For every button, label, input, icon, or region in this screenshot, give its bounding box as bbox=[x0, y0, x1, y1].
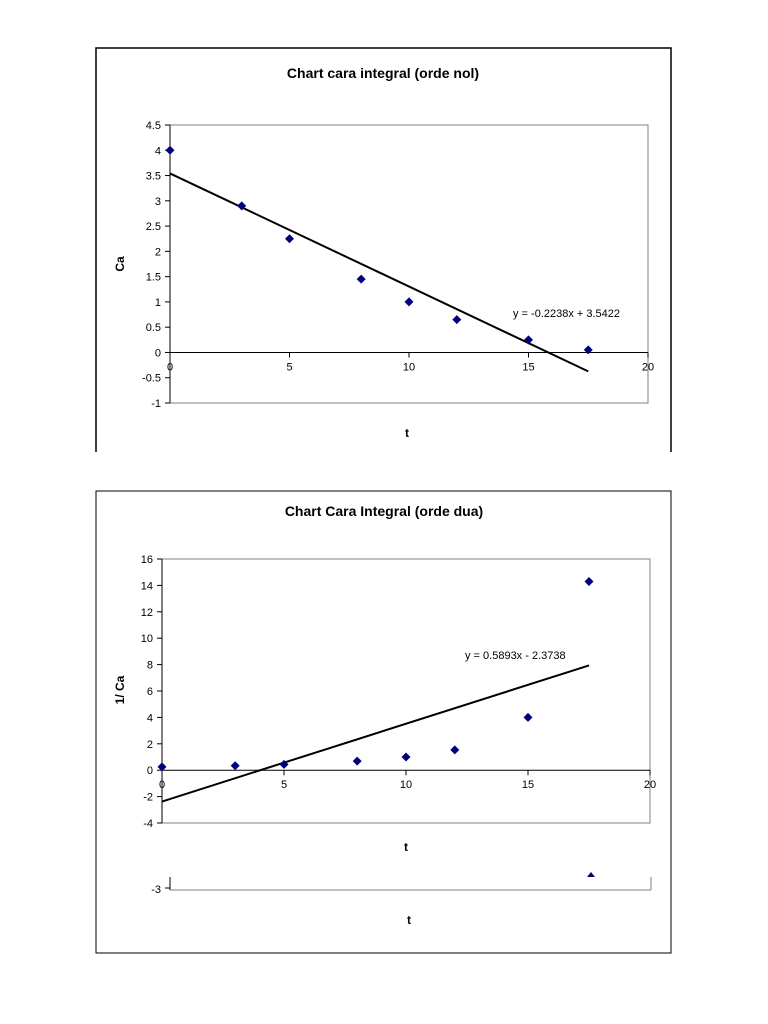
chart-2-points bbox=[157, 576, 594, 772]
chart-1-ytick-label: -1 bbox=[151, 398, 161, 410]
chart-1-ytick-label: 4.5 bbox=[146, 120, 161, 132]
chart-2-ytick-label: 0 bbox=[147, 765, 153, 777]
chart-1-xtick-label: 15 bbox=[522, 361, 534, 373]
chart-1-ytick-label: 2 bbox=[155, 246, 161, 258]
fragment-ytick-label: -3 bbox=[151, 884, 161, 896]
chart-1-xtick-label: 10 bbox=[403, 361, 415, 373]
chart-2-xtick-label: 15 bbox=[522, 779, 534, 791]
chart-1-data-point bbox=[285, 234, 294, 244]
chart-2-data-point bbox=[230, 761, 240, 771]
chart-2: Chart Cara Integral (orde dua) -4 -2 0 2 4 6 8… bbox=[95, 490, 672, 954]
chart-2-ytick-label: 10 bbox=[141, 633, 153, 645]
chart-1-ytick-label: 3 bbox=[155, 196, 161, 208]
chart-1-ylabel: Ca bbox=[113, 256, 127, 272]
chart-2-ytick-label: -4 bbox=[143, 818, 153, 830]
chart-1-data-point bbox=[237, 201, 247, 211]
chart-1-xtick-label: 20 bbox=[642, 361, 654, 373]
chart-2-xtick-label: 5 bbox=[281, 779, 287, 791]
chart-2-xtick-label: 0 bbox=[159, 779, 165, 791]
chart-1-data-point bbox=[404, 297, 414, 307]
chart-1-xlabel: t bbox=[405, 426, 409, 440]
chart-1-ytick-label: 3.5 bbox=[146, 171, 161, 183]
chart-1-xtick-label: 5 bbox=[286, 361, 292, 373]
chart-1-xtick-label: 0 bbox=[167, 361, 173, 373]
chart-2-xlabel: t bbox=[404, 840, 408, 854]
chart-2-frame bbox=[95, 490, 672, 954]
chart-1-points bbox=[165, 145, 593, 355]
chart-2-equation: y = 0.5893x - 2.3738 bbox=[465, 650, 566, 662]
chart-2-data-point bbox=[523, 712, 533, 722]
chart-1-ticks: -1 -0.5 0 0.5 1 1.5 2 2.5 3 3.5 4 4.5 0 5 10 15 20 bbox=[142, 120, 654, 410]
chart-1-ytick-label: 1.5 bbox=[146, 272, 161, 284]
chart-2-trendline bbox=[161, 664, 590, 803]
chart-2-ytick-label: 2 bbox=[147, 739, 153, 751]
chart-1: Chart cara integral (orde nol) -1 -0.5 0 0.… bbox=[95, 47, 672, 452]
chart-2-ytick-label: 16 bbox=[141, 554, 153, 566]
chart-1-equation: y = -0.2238x + 3.5422 bbox=[513, 308, 620, 320]
chart-2-data-point bbox=[450, 745, 460, 755]
chart-fragment: -3 t bbox=[151, 872, 652, 927]
chart-2-data-point bbox=[584, 576, 594, 586]
chart-2-data-point bbox=[279, 759, 289, 769]
chart-2-ticks: -4 -2 0 2 4 6 8 10 12 14 16 0 5 10 15 20 bbox=[141, 554, 656, 830]
chart-1-frame bbox=[95, 47, 672, 452]
chart-1-ytick-label: 2.5 bbox=[146, 221, 161, 233]
fragment-xlabel: t bbox=[407, 913, 411, 927]
chart-2-ytick-label: 12 bbox=[141, 607, 153, 619]
chart-2-ytick-label: 8 bbox=[147, 660, 153, 672]
chart-1-data-point bbox=[356, 274, 366, 284]
chart-2-data-point bbox=[157, 762, 167, 772]
chart-2-xtick-label: 20 bbox=[644, 779, 656, 791]
chart-2-ytick-label: -2 bbox=[143, 792, 153, 804]
chart-1-ytick-label: -0.5 bbox=[142, 373, 161, 385]
chart-2-data-point bbox=[401, 752, 411, 762]
chart-1-ytick-label: 4 bbox=[155, 145, 161, 157]
fragment-point-marker bbox=[587, 872, 595, 877]
chart-1-title: Chart cara integral (orde nol) bbox=[287, 65, 479, 81]
chart-1-ytick-label: 1 bbox=[155, 297, 161, 309]
chart-1-data-point bbox=[165, 145, 175, 155]
chart-2-ylabel: 1/ Ca bbox=[113, 675, 127, 704]
chart-2-data-point bbox=[352, 756, 362, 766]
chart-2-xtick-label: 10 bbox=[400, 779, 412, 791]
chart-1-ytick-label: 0 bbox=[155, 347, 161, 359]
chart-2-ytick-label: 14 bbox=[141, 580, 153, 592]
chart-1-data-point bbox=[452, 315, 462, 325]
chart-2-ytick-label: 6 bbox=[147, 686, 153, 698]
chart-1-ytick-label: 0.5 bbox=[146, 322, 161, 334]
chart-2-title: Chart Cara Integral (orde dua) bbox=[285, 503, 483, 519]
chart-2-ytick-label: 4 bbox=[147, 712, 153, 724]
chart-1-data-point bbox=[524, 335, 533, 345]
chart-1-trendline bbox=[169, 172, 589, 373]
chart-1-data-point bbox=[583, 345, 593, 355]
